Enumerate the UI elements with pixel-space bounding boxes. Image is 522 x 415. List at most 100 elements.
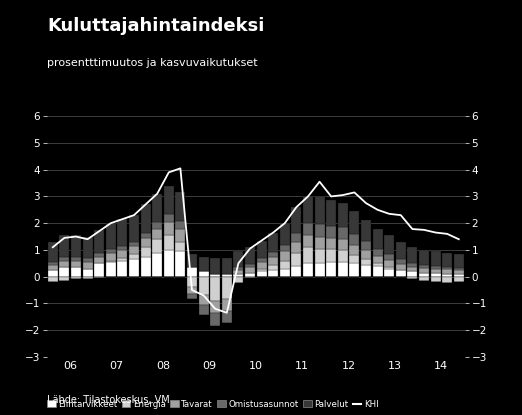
Bar <box>140 232 150 238</box>
Bar <box>140 247 150 256</box>
Bar <box>326 200 336 226</box>
Bar <box>222 277 232 299</box>
Bar <box>431 251 441 266</box>
Bar <box>106 261 116 262</box>
Bar <box>175 251 185 277</box>
Text: prosentttimuutos ja kasvuvaikutukset: prosentttimuutos ja kasvuvaikutukset <box>47 58 257 68</box>
Bar <box>361 259 371 265</box>
Bar <box>408 247 417 263</box>
Bar <box>280 251 290 261</box>
Bar <box>408 266 417 271</box>
Bar <box>164 186 174 214</box>
Bar <box>210 313 220 326</box>
Bar <box>222 299 232 311</box>
Bar <box>129 246 139 254</box>
Bar <box>245 277 255 278</box>
Bar <box>129 254 139 259</box>
Bar <box>280 269 290 277</box>
Bar <box>442 269 452 274</box>
Bar <box>384 260 394 267</box>
Bar <box>384 269 394 277</box>
Bar <box>82 258 92 262</box>
Bar <box>222 311 232 323</box>
Bar <box>117 261 127 277</box>
Bar <box>326 249 336 262</box>
Bar <box>419 265 429 268</box>
Bar <box>419 250 429 265</box>
Bar <box>384 267 394 269</box>
Bar <box>431 269 441 273</box>
Bar <box>175 229 185 242</box>
Bar <box>129 242 139 246</box>
Bar <box>419 277 429 281</box>
Bar <box>291 242 301 253</box>
Bar <box>129 215 139 242</box>
Bar <box>303 223 313 235</box>
Bar <box>71 256 81 261</box>
Bar <box>71 235 81 256</box>
Bar <box>349 234 359 245</box>
Bar <box>117 258 127 261</box>
Bar <box>210 274 220 277</box>
Bar <box>442 274 452 277</box>
Bar <box>349 255 359 263</box>
Bar <box>48 242 58 262</box>
Bar <box>164 250 174 277</box>
Bar <box>82 269 92 277</box>
Bar <box>60 261 69 267</box>
Bar <box>361 251 371 259</box>
Bar <box>268 265 278 270</box>
Text: Lähde: Tilastokeskus, VM: Lähde: Tilastokeskus, VM <box>47 395 170 405</box>
Bar <box>431 273 441 277</box>
Legend: Elintarvikkeet, Energia, Tavarat, Omistusasunnot, Palvelut, KHI: Elintarvikkeet, Energia, Tavarat, Omistu… <box>47 400 378 409</box>
Bar <box>419 273 429 277</box>
Bar <box>199 305 208 315</box>
Bar <box>71 261 81 267</box>
Bar <box>140 256 150 277</box>
Bar <box>396 270 406 277</box>
Bar <box>315 195 325 224</box>
Bar <box>82 237 92 258</box>
Bar <box>361 241 371 251</box>
Bar <box>152 229 162 239</box>
Bar <box>384 254 394 260</box>
Bar <box>164 222 174 235</box>
Bar <box>94 263 104 277</box>
Bar <box>129 259 139 277</box>
Bar <box>442 277 452 283</box>
Bar <box>303 247 313 263</box>
Bar <box>431 266 441 269</box>
Bar <box>291 207 301 232</box>
Bar <box>349 245 359 255</box>
Bar <box>315 263 325 277</box>
Bar <box>106 253 116 261</box>
Bar <box>175 193 185 220</box>
Bar <box>199 256 208 271</box>
Bar <box>384 235 394 254</box>
Bar <box>106 223 116 249</box>
Bar <box>396 259 406 264</box>
Bar <box>106 249 116 253</box>
Bar <box>60 277 69 281</box>
Bar <box>233 267 243 270</box>
Bar <box>442 266 452 269</box>
Bar <box>315 224 325 237</box>
Bar <box>140 205 150 232</box>
Bar <box>233 251 243 267</box>
Bar <box>454 270 464 274</box>
Bar <box>454 277 464 282</box>
Bar <box>408 271 417 277</box>
Bar <box>187 294 197 299</box>
Bar <box>199 277 208 295</box>
Bar <box>315 237 325 249</box>
Bar <box>117 250 127 258</box>
Bar <box>222 274 232 277</box>
Bar <box>454 268 464 270</box>
Bar <box>257 259 267 262</box>
Bar <box>152 194 162 222</box>
Bar <box>210 258 220 274</box>
Bar <box>419 268 429 273</box>
Bar <box>396 242 406 259</box>
Bar <box>291 232 301 242</box>
Bar <box>175 242 185 251</box>
